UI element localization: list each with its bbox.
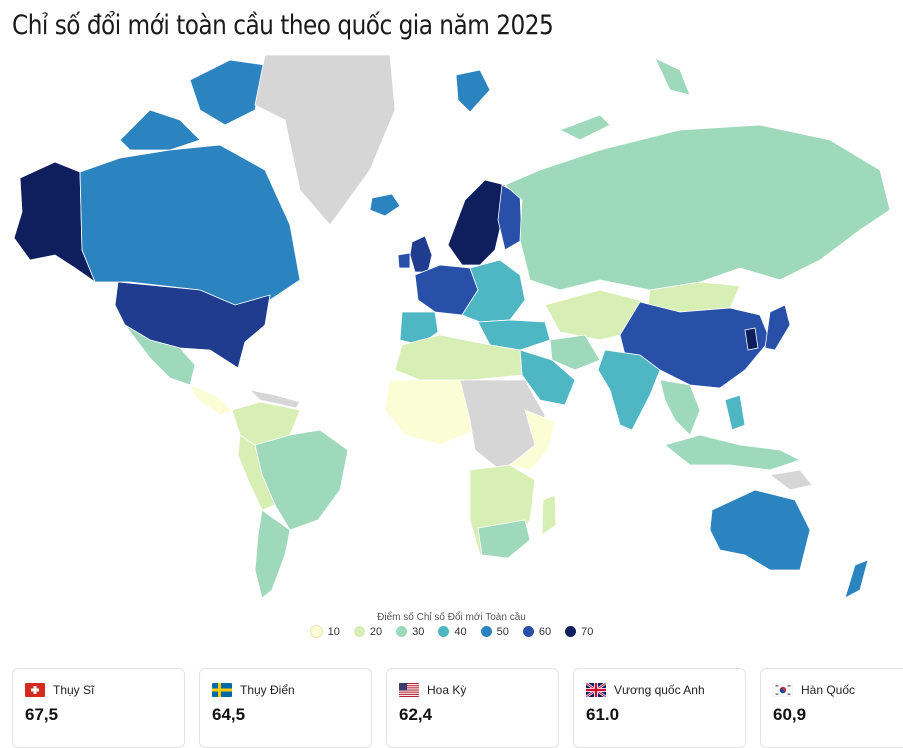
legend-label: 20 [369,625,383,638]
legend-swatch [438,626,450,637]
sweden-flag-icon [212,683,232,697]
legend-swatch [565,626,577,637]
region-central-america[interactable] [189,384,233,416]
card-value: 67,5 [25,705,59,724]
region-greenland[interactable] [254,54,396,226]
legend-swatch [480,626,492,637]
region-india[interactable] [597,349,661,431]
legend-item: 70 [565,625,593,638]
region-philippines[interactable] [724,394,746,431]
legend-swatch [522,626,534,637]
region-australia[interactable] [709,489,811,571]
region-north-africa[interactable] [394,334,523,381]
south-korea-flag-icon [773,683,793,697]
region-papua[interactable] [769,469,813,491]
world-map [13,54,891,599]
uk-flag-icon [586,683,606,697]
region-japan[interactable] [764,304,791,351]
legend-item: 10 [309,625,340,638]
region-iran[interactable] [549,334,601,371]
legend-label: 30 [412,625,425,638]
region-canada[interactable] [79,144,301,306]
legend: 10 20 30 40 50 60 70 [0,625,903,638]
legend-label: 50 [496,625,509,638]
region-ireland[interactable] [397,252,411,269]
region-new-zealand[interactable] [844,559,869,599]
legend-label: 60 [538,625,552,638]
region-arctic-islands[interactable] [559,57,691,141]
card-country: Thụy Sĩ [53,683,95,697]
region-scandinavia[interactable] [447,179,506,266]
ranking-cards: Thụy Sĩ 67,5 Thụy Điển 64,5 Hoa Kỳ 62,4 … [12,668,903,748]
legend-item: 40 [438,625,467,638]
legend-item: 30 [396,625,424,638]
region-russia[interactable] [504,124,891,291]
region-west-africa[interactable] [384,379,476,446]
card-value: 62,4 [399,705,433,724]
region-indonesia[interactable] [664,434,802,471]
legend-label: 10 [327,625,340,638]
legend-swatch [353,626,365,637]
card-value: 61.0 [586,705,620,724]
usa-flag-icon [399,683,419,697]
country-card-usa[interactable]: Hoa Kỳ 62,4 [386,668,559,748]
card-country: Hoa Kỳ [427,683,467,697]
region-east-africa[interactable] [509,409,556,471]
region-southeast-asia[interactable] [659,379,701,436]
country-card-sweden[interactable]: Thụy Điển 64,5 [199,668,372,748]
card-country: Hàn Quốc [801,683,856,697]
country-card-uk[interactable]: Vương quốc Anh 61.0 [573,668,746,748]
region-svalbard[interactable] [455,69,491,113]
region-korea[interactable] [744,327,759,351]
country-card-south-korea[interactable]: Hàn Quốc 60,9 [760,668,903,748]
region-mexico[interactable] [124,324,196,386]
region-uk[interactable] [409,235,433,273]
region-madagascar[interactable] [541,494,557,536]
country-card-switzerland[interactable]: Thụy Sĩ 67,5 [12,668,185,748]
legend-item: 50 [480,625,509,638]
legend-swatch [309,625,323,638]
region-iceland[interactable] [369,193,401,217]
region-canada-islands[interactable] [119,59,266,151]
card-country: Thụy Điển [240,683,295,697]
region-caribbean[interactable] [248,389,301,409]
region-alaska[interactable] [13,161,96,284]
legend-label: 40 [454,625,467,638]
legend-title: Điểm số Chỉ số Đổi mới Toàn cầu [377,612,526,623]
region-south-africa[interactable] [477,519,531,559]
switzerland-flag-icon [25,683,45,697]
card-country: Vương quốc Anh [614,683,705,697]
card-value: 64,5 [212,705,246,724]
region-china[interactable] [619,301,771,389]
card-value: 60,9 [773,705,807,724]
legend-swatch [396,626,408,637]
legend-item: 60 [522,625,552,638]
page-title: Chỉ số đổi mới toàn cầu theo quốc gia nă… [12,10,554,41]
legend-item: 20 [353,625,383,638]
region-peru-bolivia[interactable] [237,434,276,511]
legend-label: 70 [581,625,594,638]
region-argentina-chile[interactable] [254,509,291,599]
